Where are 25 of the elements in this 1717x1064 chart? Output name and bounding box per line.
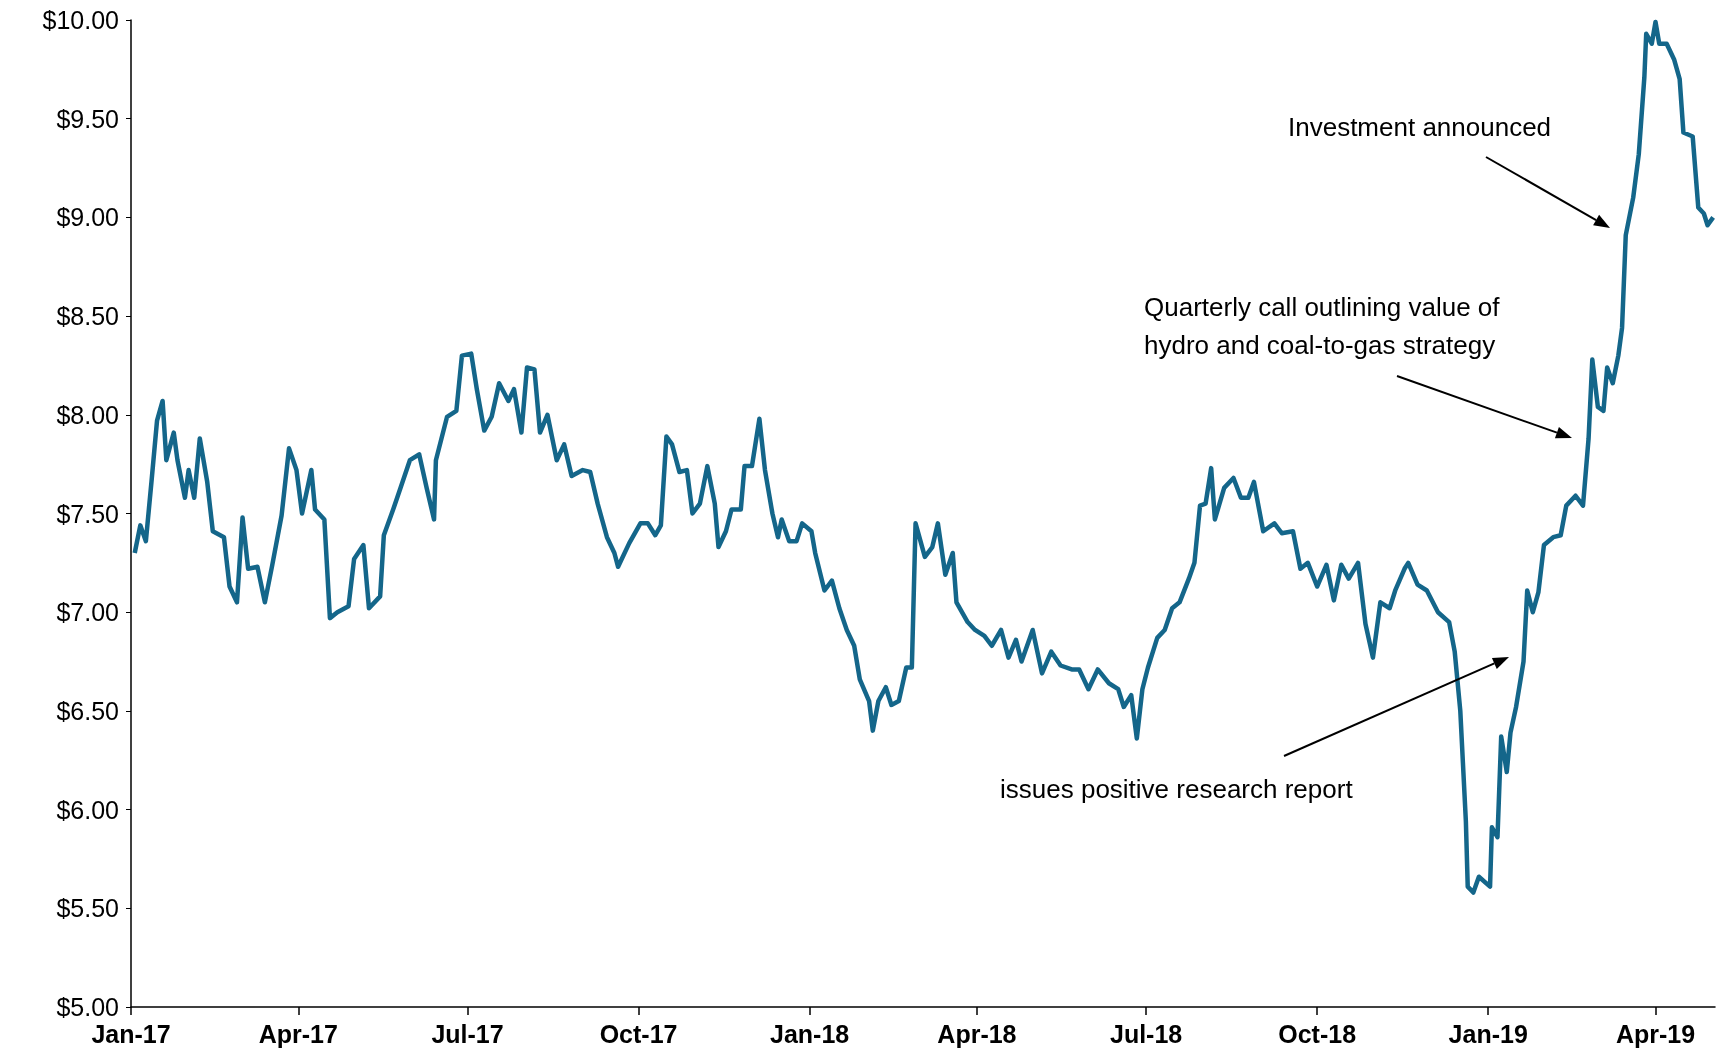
- x-tick-label: Oct-18: [1278, 1019, 1357, 1048]
- x-tick-label: Jan-19: [1448, 1019, 1528, 1048]
- y-tick-label: $10.00: [42, 6, 119, 34]
- x-tick-label: Oct-17: [599, 1019, 678, 1048]
- y-tick-label: $9.00: [56, 203, 119, 232]
- y-tick-label: $7.00: [56, 598, 119, 627]
- x-tick-label: Jul-18: [1109, 1019, 1183, 1048]
- x-tick-label: Jan-17: [91, 1019, 171, 1048]
- y-tick-label: $6.50: [56, 696, 119, 725]
- y-tick-label: $8.50: [56, 302, 119, 331]
- x-tick-label: Jul-17: [431, 1019, 504, 1048]
- y-tick-label: $7.50: [56, 499, 119, 528]
- annotation: issues positive research report: [1000, 774, 1354, 804]
- y-tick-label: $5.50: [56, 894, 119, 923]
- y-tick-label: $6.00: [56, 795, 119, 824]
- annotation: Investment announced: [1288, 112, 1552, 142]
- line-series: [132, 19, 1716, 895]
- annotation: Quarterly call outlining value of hydro and coal-to-gas strategy: [1144, 292, 1507, 360]
- x-tick-label: Apr-19: [1615, 1019, 1696, 1048]
- y-tick-label: $9.50: [56, 104, 119, 133]
- y-tick-label: $5.00: [56, 993, 119, 1021]
- x-tick-label: Jan-18: [769, 1019, 850, 1048]
- x-tick-label: Apr-17: [258, 1019, 338, 1048]
- x-tick-label: Apr-18: [937, 1019, 1017, 1048]
- y-tick-label: $8.00: [56, 400, 119, 429]
